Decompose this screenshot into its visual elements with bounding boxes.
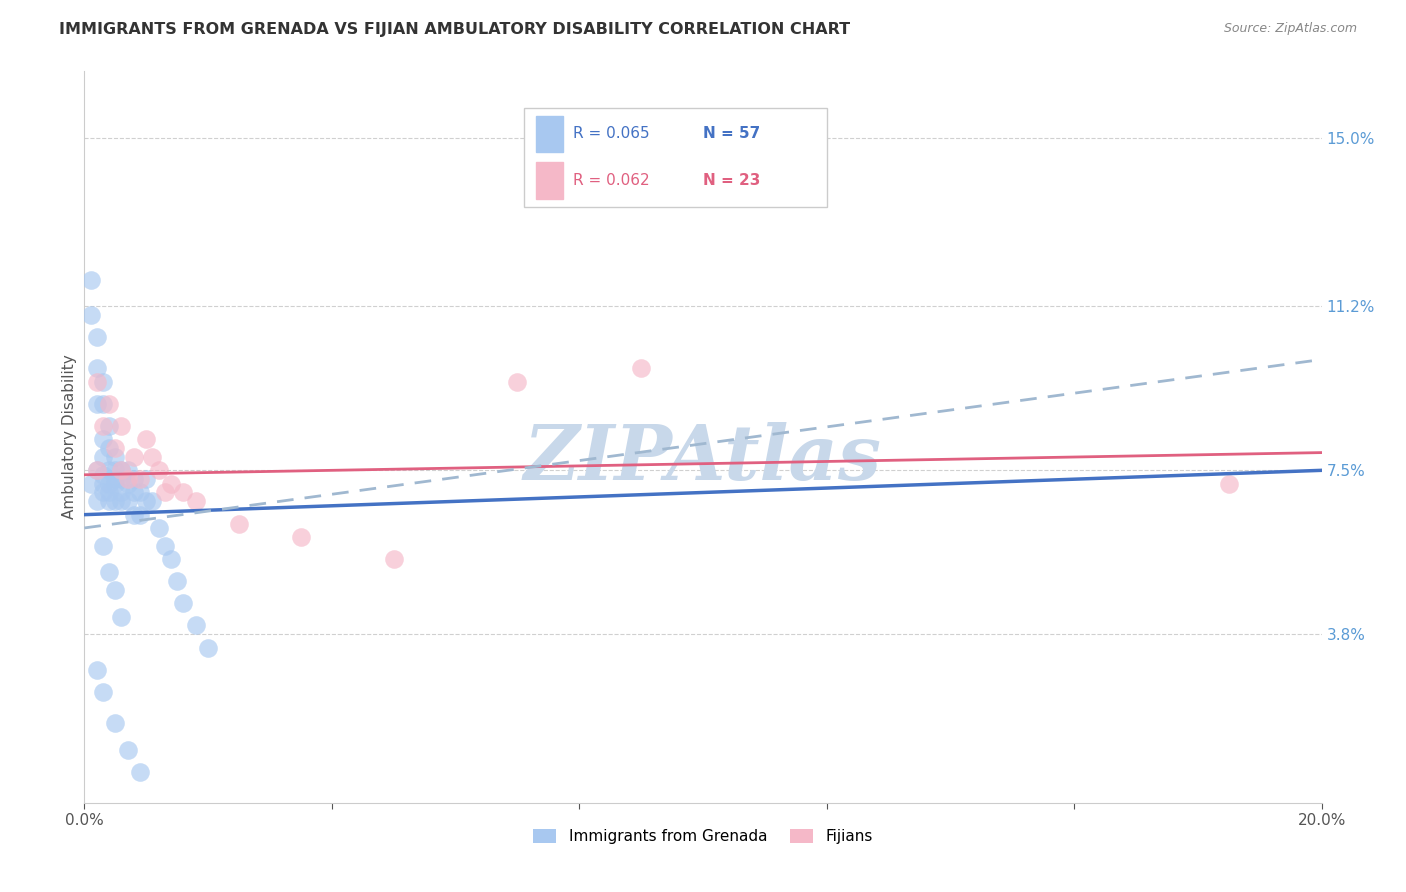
Point — [117, 494, 139, 508]
Point — [110, 494, 132, 508]
Point — [91, 432, 114, 446]
Point — [98, 566, 121, 580]
Point — [141, 450, 163, 464]
Point — [79, 476, 101, 491]
Point — [506, 375, 529, 389]
Point — [86, 361, 108, 376]
Point — [160, 476, 183, 491]
Point — [148, 521, 170, 535]
Point — [91, 476, 114, 491]
Point — [86, 397, 108, 411]
Point — [184, 618, 207, 632]
Point — [148, 463, 170, 477]
Point — [91, 485, 114, 500]
Point — [79, 308, 101, 322]
Point — [104, 472, 127, 486]
Point — [110, 472, 132, 486]
Point — [110, 485, 132, 500]
Point — [135, 472, 157, 486]
Point — [110, 419, 132, 434]
Bar — [536, 162, 564, 199]
Point — [122, 485, 145, 500]
Point — [98, 463, 121, 477]
Point — [98, 441, 121, 455]
Point — [160, 552, 183, 566]
Text: R = 0.062: R = 0.062 — [574, 173, 650, 188]
Point — [172, 485, 194, 500]
Y-axis label: Ambulatory Disability: Ambulatory Disability — [62, 355, 77, 519]
Point — [117, 476, 139, 491]
Text: N = 57: N = 57 — [703, 126, 761, 141]
Point — [104, 450, 127, 464]
Point — [1218, 476, 1240, 491]
Point — [91, 419, 114, 434]
Point — [98, 397, 121, 411]
Point — [166, 574, 188, 589]
Point — [104, 463, 127, 477]
Point — [110, 609, 132, 624]
Point — [98, 494, 121, 508]
Point — [104, 441, 127, 455]
Point — [86, 330, 108, 344]
Point — [117, 472, 139, 486]
Point — [104, 494, 127, 508]
Text: N = 23: N = 23 — [703, 173, 761, 188]
Point — [122, 450, 145, 464]
Legend: Immigrants from Grenada, Fijians: Immigrants from Grenada, Fijians — [527, 822, 879, 850]
Point — [129, 508, 152, 522]
Point — [104, 476, 127, 491]
Point — [141, 494, 163, 508]
Point — [135, 432, 157, 446]
Point — [129, 472, 152, 486]
Point — [228, 516, 250, 531]
Point — [117, 463, 139, 477]
Point — [172, 596, 194, 610]
Point — [86, 463, 108, 477]
Point — [91, 375, 114, 389]
Point — [86, 494, 108, 508]
Point — [184, 494, 207, 508]
Point — [104, 582, 127, 597]
Point — [122, 508, 145, 522]
Point — [110, 463, 132, 477]
Text: IMMIGRANTS FROM GRENADA VS FIJIAN AMBULATORY DISABILITY CORRELATION CHART: IMMIGRANTS FROM GRENADA VS FIJIAN AMBULA… — [59, 22, 851, 37]
Point — [98, 419, 121, 434]
Text: Source: ZipAtlas.com: Source: ZipAtlas.com — [1223, 22, 1357, 36]
Point — [135, 494, 157, 508]
Point — [197, 640, 219, 655]
Point — [153, 485, 176, 500]
Point — [153, 539, 176, 553]
Point — [91, 685, 114, 699]
Point — [129, 485, 152, 500]
Point — [98, 485, 121, 500]
Point — [382, 552, 405, 566]
FancyBboxPatch shape — [523, 108, 827, 207]
Text: R = 0.065: R = 0.065 — [574, 126, 650, 141]
Point — [91, 467, 114, 482]
Point — [86, 663, 108, 677]
Point — [91, 397, 114, 411]
Point — [86, 375, 108, 389]
Point — [86, 463, 108, 477]
Point — [117, 742, 139, 756]
Point — [104, 716, 127, 731]
Point — [110, 463, 132, 477]
Point — [79, 273, 101, 287]
Point — [290, 530, 312, 544]
Point — [129, 764, 152, 779]
Point — [98, 476, 121, 491]
Bar — [536, 116, 564, 153]
Point — [91, 539, 114, 553]
Point — [630, 361, 652, 376]
Point — [122, 472, 145, 486]
Text: ZIPAtlas: ZIPAtlas — [524, 422, 882, 496]
Point — [91, 450, 114, 464]
